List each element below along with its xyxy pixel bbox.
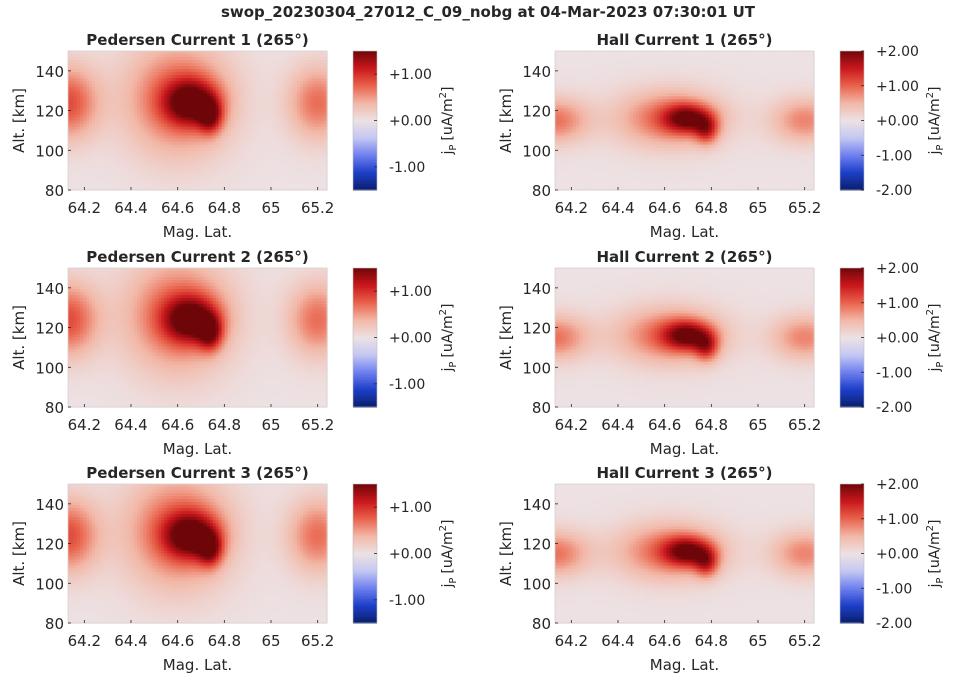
y-axis-label: Alt. [km] [10, 88, 28, 153]
x-tick-label: 64.4 [114, 199, 147, 217]
x-tick-label: 64.2 [68, 199, 101, 217]
colorbar-tick-label: +1.00 [389, 67, 432, 83]
heatmap-cells [68, 51, 328, 191]
y-tick-label: 100 [35, 142, 64, 160]
colorbar-label-sub: P [448, 145, 459, 151]
x-tick-label: 65.2 [301, 199, 334, 217]
y-tick-label: 140 [35, 63, 64, 81]
y-tick-label: 80 [45, 182, 64, 200]
heatmap-cells [555, 51, 815, 191]
colorbar-label-unit: [uA/m [440, 98, 456, 140]
panel-title: Pedersen Current 1 (265°) [86, 31, 308, 49]
y-tick-label: 120 [35, 103, 64, 121]
x-axis-label: Mag. Lat. [163, 223, 232, 241]
chart-panel-2: Hall Current 1 (265°)64.2 64.4 64.6 64.8 65 6… [497, 31, 946, 241]
colorbar-tick-label: +0.00 [389, 114, 432, 130]
x-tick-label: 65 [261, 199, 280, 217]
colorbar-tick-label: -1.00 [389, 160, 425, 176]
figure-title: swop_20230304_27012_C_09_nobg at 04-Mar-… [221, 3, 756, 21]
chart-panel-1: Pedersen Current 1 (265°) 64.2 64.4 64.6 64.… [10, 31, 459, 241]
x-tick-label: 64.6 [161, 199, 194, 217]
colorbar-label: jP[uA/m2] [438, 86, 459, 155]
x-tick-label: 64.8 [208, 199, 241, 217]
colorbar: +1.00+0.00-1.00jP[uA/m2] [353, 51, 459, 191]
colorbar-label-close: ] [440, 86, 456, 91]
